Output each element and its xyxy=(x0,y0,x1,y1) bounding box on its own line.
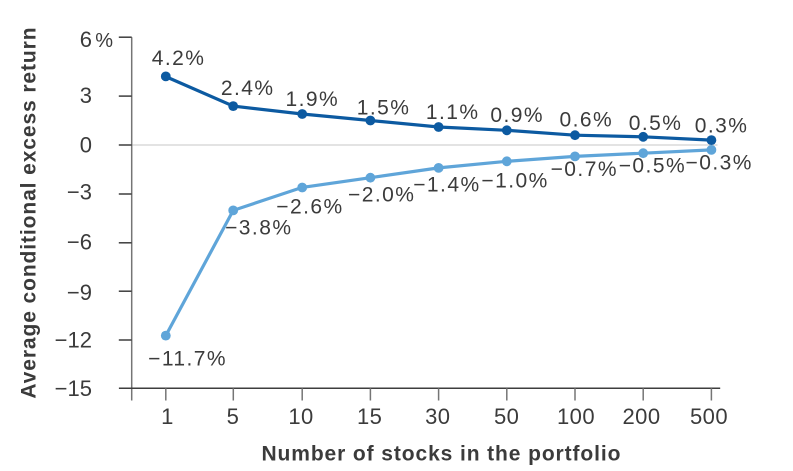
svg-text:−2.6%: −2.6% xyxy=(276,196,343,219)
svg-text:10: 10 xyxy=(288,404,313,429)
svg-text:−3: −3 xyxy=(67,179,92,204)
svg-text:1.5%: 1.5% xyxy=(357,96,411,119)
svg-text:5: 5 xyxy=(227,404,240,429)
svg-text:−3.8%: −3.8% xyxy=(225,216,292,239)
svg-text:0.6%: 0.6% xyxy=(559,108,613,131)
svg-text:4.2%: 4.2% xyxy=(152,47,206,70)
svg-text:−15: −15 xyxy=(55,376,92,401)
svg-text:0.5%: 0.5% xyxy=(629,112,683,135)
svg-text:15: 15 xyxy=(357,404,382,429)
svg-text:3: 3 xyxy=(80,83,92,108)
svg-text:100: 100 xyxy=(557,404,595,429)
svg-text:500: 500 xyxy=(690,404,728,429)
svg-text:50: 50 xyxy=(494,404,519,429)
svg-text:−11.7%: −11.7% xyxy=(148,347,227,370)
svg-text:0.9%: 0.9% xyxy=(490,104,544,127)
svg-text:−9: −9 xyxy=(67,280,92,305)
svg-text:30: 30 xyxy=(425,404,450,429)
svg-text:1: 1 xyxy=(161,404,174,429)
svg-text:6: 6 xyxy=(80,27,92,52)
svg-text:0.3%: 0.3% xyxy=(695,114,749,137)
svg-text:0: 0 xyxy=(80,132,92,157)
svg-text:−12: −12 xyxy=(55,328,92,353)
svg-text:Number of stocks in the portfo: Number of stocks in the portfolio xyxy=(261,442,621,465)
svg-text:−1.4%: −1.4% xyxy=(413,173,480,196)
svg-text:1.1%: 1.1% xyxy=(426,101,480,124)
svg-text:−6: −6 xyxy=(67,230,92,255)
svg-text:−2.0%: −2.0% xyxy=(348,183,415,206)
svg-text:−0.7%: −0.7% xyxy=(551,158,618,181)
svg-text:200: 200 xyxy=(623,404,661,429)
svg-text:−0.3%: −0.3% xyxy=(686,152,753,175)
svg-text:−0.5%: −0.5% xyxy=(619,155,686,178)
svg-text:−1.0%: −1.0% xyxy=(481,170,548,193)
svg-text:%: % xyxy=(95,30,113,52)
svg-text:Average conditional excess ret: Average conditional excess return xyxy=(18,27,41,399)
svg-text:1.9%: 1.9% xyxy=(285,88,339,111)
svg-text:2.4%: 2.4% xyxy=(221,77,275,100)
